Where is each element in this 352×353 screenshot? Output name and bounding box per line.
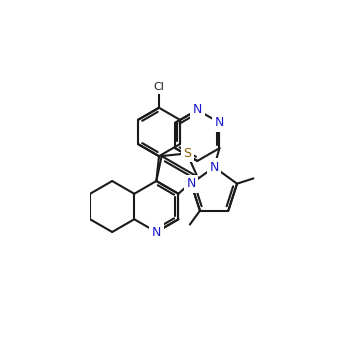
Text: N: N	[152, 226, 161, 239]
Text: N: N	[209, 161, 219, 174]
Text: S: S	[183, 147, 191, 160]
Text: N: N	[187, 177, 196, 190]
Text: N: N	[193, 103, 202, 116]
Text: N: N	[215, 116, 224, 129]
Text: Cl: Cl	[153, 82, 164, 92]
